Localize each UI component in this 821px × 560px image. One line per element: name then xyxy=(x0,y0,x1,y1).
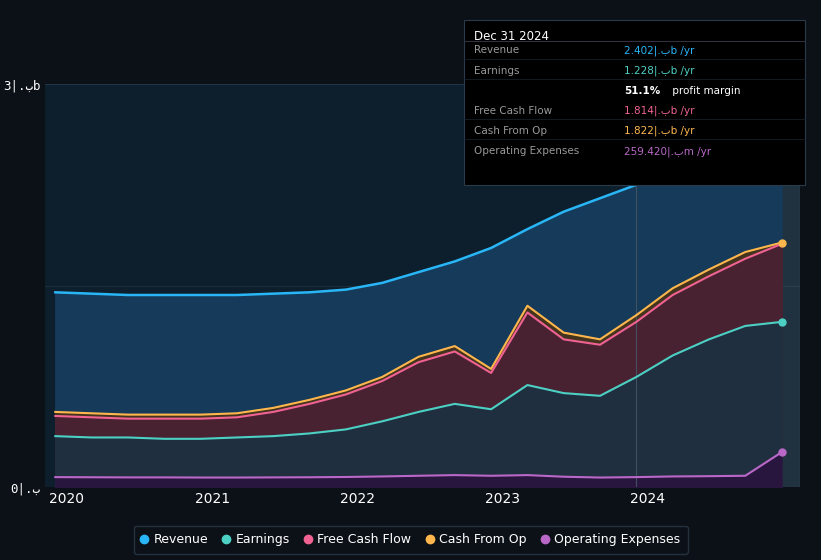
Text: Operating Expenses: Operating Expenses xyxy=(474,146,579,156)
Text: 1.814|.بb /yr: 1.814|.بb /yr xyxy=(624,106,695,116)
Text: Earnings: Earnings xyxy=(474,66,519,76)
Bar xyxy=(636,84,800,487)
Text: 51.1%: 51.1% xyxy=(624,86,660,96)
Text: Revenue: Revenue xyxy=(474,45,519,55)
Text: 2.402|.بb /yr: 2.402|.بb /yr xyxy=(624,45,695,56)
Text: profit margin: profit margin xyxy=(669,86,741,96)
Legend: Revenue, Earnings, Free Cash Flow, Cash From Op, Operating Expenses: Revenue, Earnings, Free Cash Flow, Cash … xyxy=(134,526,687,554)
Text: 259.420|.بm /yr: 259.420|.بm /yr xyxy=(624,146,711,157)
Text: Dec 31 2024: Dec 31 2024 xyxy=(474,30,548,43)
Text: 1.822|.بb /yr: 1.822|.بb /yr xyxy=(624,126,695,137)
Text: 1.228|.بb /yr: 1.228|.بb /yr xyxy=(624,66,695,76)
Text: Free Cash Flow: Free Cash Flow xyxy=(474,106,552,116)
Text: Cash From Op: Cash From Op xyxy=(474,126,547,136)
